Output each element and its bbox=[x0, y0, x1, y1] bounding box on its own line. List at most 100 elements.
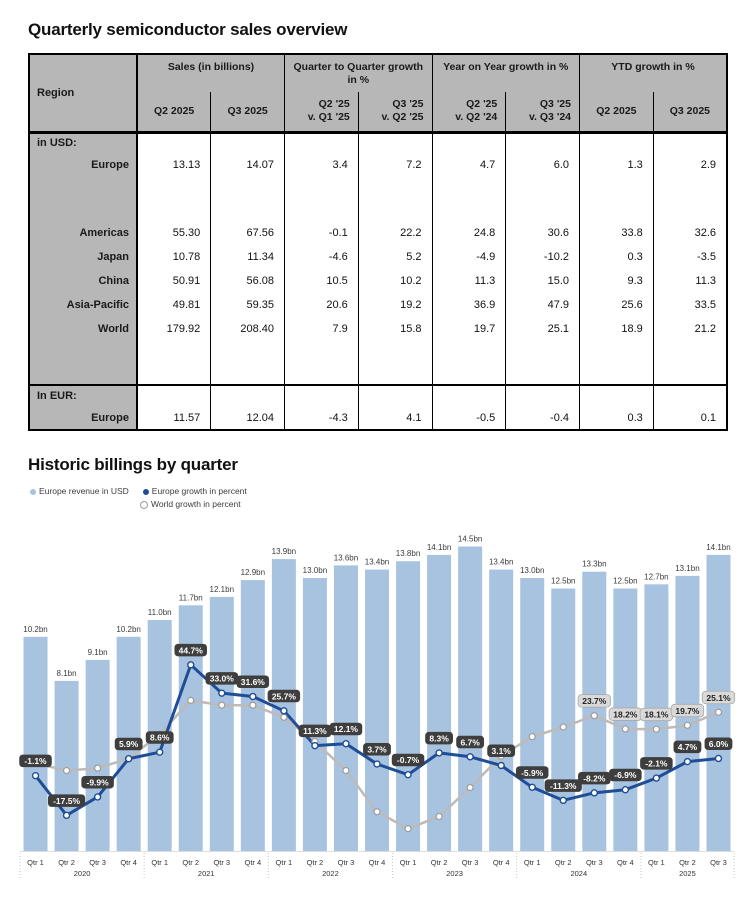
value-cell: 50.91 bbox=[136, 269, 212, 293]
legend-dot-world-growth bbox=[140, 500, 148, 509]
value-cell: 36.9 bbox=[431, 293, 507, 317]
bar-value-label: 10.2bn bbox=[116, 625, 140, 634]
bar-value-label: 12.7bn bbox=[644, 572, 668, 581]
column-group-header: Quarter to Quarter growth in % bbox=[284, 53, 433, 92]
x-axis-quarter-label: Qtr 1 bbox=[524, 858, 541, 867]
value-cell: -3.5 bbox=[652, 245, 728, 269]
bar-value-label: 13.4bn bbox=[489, 558, 513, 567]
world-point bbox=[373, 808, 381, 816]
value-cell bbox=[505, 177, 580, 221]
growth-point-label: -11.3% bbox=[544, 779, 582, 792]
revenue-bar bbox=[302, 578, 327, 851]
bar-value-label: 13.9bn bbox=[272, 547, 296, 556]
value-cell: 33.8 bbox=[579, 221, 654, 245]
value-cell bbox=[284, 384, 359, 406]
value-cell: 13.13 bbox=[136, 153, 212, 177]
value-cell bbox=[579, 341, 654, 385]
table-row: Asia-Pacific 49.81 59.35 20.6 19.2 36.9 47.9 25… bbox=[28, 293, 728, 317]
value-cell: -10.2 bbox=[505, 245, 580, 269]
svg-text:-2.1%: -2.1% bbox=[645, 759, 668, 769]
x-axis-quarter-label: Qtr 3 bbox=[586, 858, 603, 867]
value-cell: 1.3 bbox=[579, 153, 654, 177]
column-sub-header: Q2 2025 bbox=[136, 92, 212, 133]
legend-dot-europe-revenue bbox=[30, 488, 36, 495]
region-cell: World bbox=[28, 317, 138, 341]
value-cell: -4.6 bbox=[284, 245, 359, 269]
value-cell: 12.04 bbox=[210, 406, 285, 430]
value-cell: 49.81 bbox=[136, 293, 212, 317]
value-cell: 22.2 bbox=[357, 221, 433, 245]
revenue-bar bbox=[271, 559, 296, 851]
value-cell: 10.78 bbox=[136, 245, 212, 269]
value-cell bbox=[505, 132, 580, 153]
value-cell: 67.56 bbox=[210, 221, 285, 245]
region-cell: Europe bbox=[28, 153, 138, 177]
value-cell bbox=[210, 177, 285, 221]
growth-point-label: 6.0% bbox=[704, 737, 733, 750]
table-row: Japan 10.78 11.34 -4.6 5.2 -4.9 -10.2 0.3 -3.5 bbox=[28, 245, 728, 269]
legend-item-europe-revenue: Europe revenue in USD bbox=[30, 485, 129, 498]
table-row: China 50.91 56.08 10.5 10.2 11.3 15.0 9.3 11.3 bbox=[28, 269, 728, 293]
value-cell: 179.92 bbox=[136, 317, 212, 341]
revenue-bar bbox=[85, 659, 110, 851]
x-axis-quarter-label: Qtr 1 bbox=[151, 858, 168, 867]
europe-point bbox=[683, 757, 692, 766]
value-cell: 5.2 bbox=[357, 245, 433, 269]
region-header: Region bbox=[28, 53, 138, 133]
svg-text:18.2%: 18.2% bbox=[613, 709, 638, 719]
column-sub-header: Q2 '25 v. Q1 '25 bbox=[284, 92, 359, 133]
value-cell: 47.9 bbox=[505, 293, 580, 317]
bar-value-label: 13.0bn bbox=[520, 566, 544, 575]
bar-value-label: 10.2bn bbox=[23, 625, 47, 634]
value-cell: 6.0 bbox=[505, 153, 580, 177]
column-sub-header: Q2 2025 bbox=[579, 92, 654, 133]
value-cell bbox=[505, 341, 580, 385]
europe-point bbox=[218, 689, 226, 697]
value-cell: -0.5 bbox=[431, 406, 507, 430]
svg-text:8.3%: 8.3% bbox=[429, 733, 449, 743]
value-cell: 55.30 bbox=[136, 221, 212, 245]
sales-table-body: in USD: Europe 13.13 14.07 3.4 7.2 4.7 6.0 1.3 2.… bbox=[28, 132, 728, 430]
svg-text:-1.1%: -1.1% bbox=[24, 756, 47, 766]
europe-point bbox=[528, 783, 536, 791]
value-cell bbox=[652, 177, 728, 221]
world-point bbox=[249, 701, 257, 709]
value-cell: 208.40 bbox=[210, 317, 285, 341]
svg-text:5.9%: 5.9% bbox=[119, 739, 139, 749]
value-cell: 11.57 bbox=[136, 406, 212, 430]
legend-label: World growth in percent bbox=[151, 499, 241, 509]
growth-point-label: 18.2% bbox=[608, 707, 642, 721]
revenue-bar bbox=[209, 596, 234, 851]
x-axis-quarter-label: Qtr 2 bbox=[182, 858, 199, 867]
value-cell: 0.3 bbox=[579, 406, 654, 430]
value-cell: 21.2 bbox=[652, 317, 728, 341]
revenue-bar bbox=[333, 565, 358, 851]
growth-point-label: 18.1% bbox=[639, 707, 674, 722]
section-label: In EUR: bbox=[28, 384, 138, 406]
table-row: World 179.92 208.40 7.9 15.8 19.7 25.1 18.9 21.2 bbox=[28, 317, 728, 341]
revenue-bar bbox=[178, 605, 203, 851]
region-cell bbox=[28, 177, 138, 221]
value-cell: 59.35 bbox=[210, 293, 285, 317]
world-point bbox=[435, 812, 443, 821]
spacer-row bbox=[28, 341, 728, 385]
chart-title: Historic billings by quarter bbox=[28, 455, 238, 474]
x-axis-year-label: 2021 bbox=[198, 869, 215, 878]
value-cell bbox=[652, 341, 728, 385]
europe-point bbox=[559, 796, 567, 805]
column-sub-header: Q3 '25 v. Q2 '25 bbox=[357, 92, 433, 133]
x-axis-quarter-label: Qtr 2 bbox=[679, 858, 696, 867]
value-cell: 33.5 bbox=[652, 293, 728, 317]
bar-value-label: 13.3bn bbox=[582, 560, 606, 569]
revenue-bar bbox=[551, 588, 576, 851]
x-axis-quarter-label: Qtr 4 bbox=[617, 858, 634, 867]
europe-point bbox=[187, 661, 195, 669]
revenue-bar bbox=[458, 546, 483, 851]
svg-text:11.3%: 11.3% bbox=[303, 726, 327, 736]
x-axis-quarter-label: Qtr 2 bbox=[555, 858, 572, 867]
value-cell: 10.5 bbox=[284, 269, 359, 293]
svg-text:-0.7%: -0.7% bbox=[397, 755, 420, 765]
europe-point bbox=[31, 771, 40, 780]
value-cell bbox=[284, 341, 359, 385]
world-point bbox=[342, 766, 350, 775]
